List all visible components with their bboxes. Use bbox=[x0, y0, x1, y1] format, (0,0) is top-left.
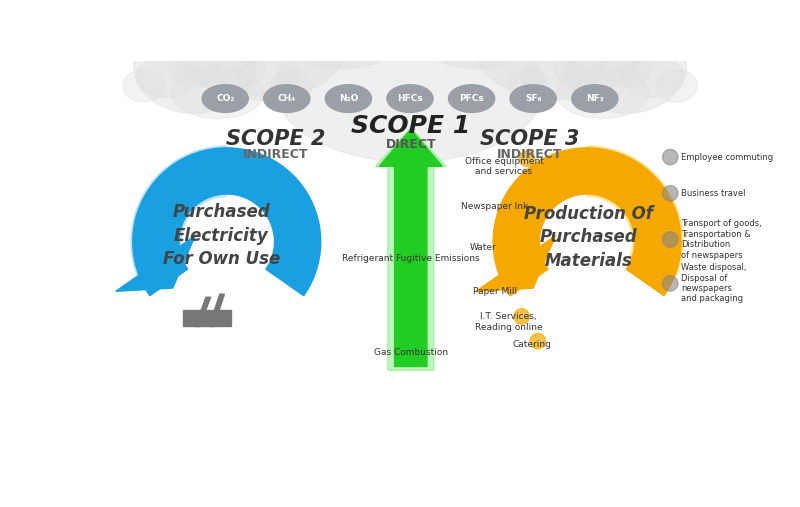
Text: N₂O: N₂O bbox=[338, 94, 358, 103]
Ellipse shape bbox=[326, 85, 371, 113]
Text: HFCs: HFCs bbox=[397, 94, 423, 103]
Text: INDIRECT: INDIRECT bbox=[497, 148, 562, 161]
Circle shape bbox=[493, 234, 509, 249]
Circle shape bbox=[662, 232, 678, 247]
Ellipse shape bbox=[202, 85, 248, 113]
Ellipse shape bbox=[522, 56, 582, 97]
Text: Transport of goods,
Transportation &
Distribution
of newspapers: Transport of goods, Transportation & Dis… bbox=[681, 220, 762, 260]
Ellipse shape bbox=[449, 85, 494, 113]
Ellipse shape bbox=[623, 56, 683, 97]
Ellipse shape bbox=[554, 48, 605, 87]
Polygon shape bbox=[116, 236, 195, 292]
Circle shape bbox=[662, 276, 678, 291]
Circle shape bbox=[530, 334, 546, 349]
Ellipse shape bbox=[656, 69, 698, 102]
Ellipse shape bbox=[122, 69, 164, 102]
Polygon shape bbox=[476, 236, 555, 292]
Text: CO₂: CO₂ bbox=[216, 94, 234, 103]
Circle shape bbox=[514, 309, 530, 324]
Ellipse shape bbox=[600, 48, 651, 87]
Text: Gas Combustion: Gas Combustion bbox=[374, 348, 448, 357]
Ellipse shape bbox=[269, 0, 417, 69]
Ellipse shape bbox=[171, 68, 264, 119]
Ellipse shape bbox=[275, 14, 545, 162]
Text: SF₆: SF₆ bbox=[525, 94, 542, 103]
Circle shape bbox=[504, 276, 519, 291]
Text: Office equipment
and services: Office equipment and services bbox=[465, 157, 543, 176]
Ellipse shape bbox=[508, 69, 550, 102]
Text: Refrigerant Fugitive Emissions: Refrigerant Fugitive Emissions bbox=[342, 254, 479, 263]
FancyArrow shape bbox=[375, 128, 446, 371]
Text: Water: Water bbox=[470, 243, 497, 251]
Text: Business travel: Business travel bbox=[681, 189, 746, 198]
Polygon shape bbox=[493, 148, 681, 296]
Ellipse shape bbox=[169, 48, 220, 87]
Polygon shape bbox=[209, 294, 225, 327]
Ellipse shape bbox=[556, 68, 649, 119]
Text: Production Of
Purchased
Materials: Production Of Purchased Materials bbox=[524, 204, 653, 270]
Ellipse shape bbox=[137, 56, 197, 97]
Ellipse shape bbox=[270, 69, 312, 102]
Ellipse shape bbox=[510, 85, 556, 113]
Text: Newspaper Ink: Newspaper Ink bbox=[461, 202, 528, 211]
Text: SCOPE 2: SCOPE 2 bbox=[226, 129, 325, 150]
Text: DIRECT: DIRECT bbox=[386, 138, 436, 151]
Circle shape bbox=[509, 191, 524, 206]
Text: INDIRECT: INDIRECT bbox=[242, 148, 308, 161]
Text: SCOPE 3: SCOPE 3 bbox=[480, 129, 579, 150]
Ellipse shape bbox=[238, 56, 298, 97]
Circle shape bbox=[662, 186, 678, 201]
Ellipse shape bbox=[387, 85, 433, 113]
Ellipse shape bbox=[174, 0, 350, 100]
Circle shape bbox=[519, 151, 534, 166]
Polygon shape bbox=[195, 297, 210, 327]
Ellipse shape bbox=[403, 0, 551, 69]
Polygon shape bbox=[587, 146, 683, 275]
Polygon shape bbox=[133, 148, 321, 296]
Ellipse shape bbox=[565, 19, 686, 114]
Text: I.T. Services,
Reading online: I.T. Services, Reading online bbox=[474, 312, 542, 332]
Text: Catering: Catering bbox=[512, 341, 551, 349]
Ellipse shape bbox=[470, 0, 646, 100]
Polygon shape bbox=[131, 146, 226, 275]
Ellipse shape bbox=[572, 85, 618, 113]
Ellipse shape bbox=[264, 85, 310, 113]
Text: Waste disposal,
Disposal of
newspapers
and packaging: Waste disposal, Disposal of newspapers a… bbox=[681, 263, 746, 304]
Text: SCOPE 1: SCOPE 1 bbox=[351, 114, 470, 138]
Bar bbox=[183, 310, 230, 327]
Text: Employee commuting: Employee commuting bbox=[681, 153, 773, 162]
Text: Paper Mill: Paper Mill bbox=[473, 286, 517, 296]
Text: PFCs: PFCs bbox=[459, 94, 484, 103]
Ellipse shape bbox=[215, 48, 266, 87]
Text: CH₄: CH₄ bbox=[278, 94, 296, 103]
Text: NF₃: NF₃ bbox=[586, 94, 604, 103]
FancyArrow shape bbox=[379, 129, 442, 367]
Ellipse shape bbox=[134, 19, 255, 114]
Circle shape bbox=[662, 150, 678, 165]
Text: Purchased
Electricity
For Own Use: Purchased Electricity For Own Use bbox=[162, 203, 280, 268]
